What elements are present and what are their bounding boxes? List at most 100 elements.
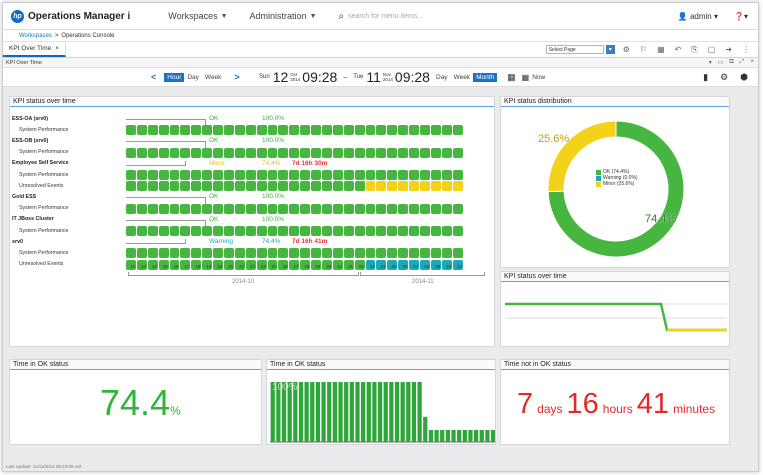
status-cell[interactable]: [158, 170, 169, 180]
status-cell[interactable]: [409, 259, 420, 270]
status-cell[interactable]: [343, 170, 354, 180]
breadcrumb-workspaces[interactable]: Workspaces: [19, 32, 52, 39]
status-cell[interactable]: [289, 147, 300, 158]
status-cell[interactable]: [180, 181, 191, 192]
status-cell[interactable]: [452, 226, 463, 236]
status-cell[interactable]: [365, 203, 376, 214]
ok-bar[interactable]: [281, 382, 287, 442]
status-cell[interactable]: [300, 147, 311, 158]
status-cell[interactable]: [202, 226, 213, 236]
status-cell[interactable]: [213, 181, 224, 192]
status-cell[interactable]: [245, 147, 256, 158]
status-cell[interactable]: [398, 259, 409, 270]
dropdown-icon[interactable]: ▾: [708, 60, 712, 66]
status-cell[interactable]: [441, 203, 452, 214]
status-cell[interactable]: [234, 170, 245, 180]
end-day[interactable]: 11: [366, 69, 381, 85]
status-cell[interactable]: [126, 248, 136, 259]
status-cell[interactable]: [180, 226, 191, 236]
status-cell[interactable]: [191, 170, 202, 180]
status-cell[interactable]: [300, 181, 311, 192]
status-cell[interactable]: [441, 181, 452, 192]
status-cell[interactable]: [289, 125, 300, 136]
ci-row[interactable]: ESS-OA (srv0): [12, 113, 95, 124]
status-cell[interactable]: [354, 170, 365, 180]
status-cell[interactable]: [398, 147, 409, 158]
ok-bar[interactable]: [440, 430, 445, 442]
status-cell[interactable]: [332, 147, 343, 158]
status-cell[interactable]: [322, 181, 332, 192]
ok-bar[interactable]: [406, 382, 411, 442]
kpi-row[interactable]: System Performance: [12, 124, 95, 135]
status-cell[interactable]: [420, 203, 430, 214]
status-cell[interactable]: [387, 248, 398, 259]
kpi-row[interactable]: System Performance: [12, 169, 95, 180]
status-cell[interactable]: [191, 181, 202, 192]
ok-bar[interactable]: [332, 382, 337, 442]
start-day[interactable]: 12: [272, 69, 289, 85]
status-cell[interactable]: [322, 248, 332, 259]
status-cell[interactable]: [278, 248, 289, 259]
status-cell[interactable]: [322, 170, 332, 180]
status-cell[interactable]: [191, 125, 202, 136]
ok-bar[interactable]: [400, 382, 405, 442]
kpi-row[interactable]: System Performance: [12, 203, 95, 214]
status-cell[interactable]: [452, 248, 463, 259]
status-cell[interactable]: [365, 125, 376, 136]
status-cell[interactable]: [234, 259, 245, 270]
status-cell[interactable]: [169, 125, 180, 136]
ok-bar[interactable]: [287, 382, 292, 442]
status-cell[interactable]: [256, 259, 267, 270]
status-cell[interactable]: [136, 259, 147, 270]
status-cell[interactable]: [430, 147, 441, 158]
status-cell[interactable]: [332, 203, 343, 214]
status-cell[interactable]: [267, 147, 278, 158]
granularity-day[interactable]: Day: [187, 73, 199, 81]
status-cell[interactable]: [343, 203, 354, 214]
ok-bar[interactable]: [315, 382, 321, 442]
status-cell[interactable]: [278, 203, 289, 214]
ok-bar[interactable]: [344, 382, 349, 442]
status-cell[interactable]: [202, 203, 213, 214]
status-cell[interactable]: [245, 259, 256, 270]
status-cell[interactable]: [256, 226, 267, 236]
status-cell[interactable]: [322, 259, 332, 270]
status-cell[interactable]: [256, 170, 267, 180]
status-cell[interactable]: [420, 147, 430, 158]
status-cell[interactable]: [147, 181, 158, 192]
status-cell[interactable]: [311, 147, 322, 158]
status-cell[interactable]: [245, 203, 256, 214]
ok-bar[interactable]: [428, 430, 434, 442]
status-cell[interactable]: [126, 147, 136, 158]
status-cell[interactable]: [191, 147, 202, 158]
status-cell[interactable]: [234, 125, 245, 136]
status-cell[interactable]: [430, 259, 441, 270]
status-cell[interactable]: [332, 259, 343, 270]
status-cell[interactable]: [365, 248, 376, 259]
status-cell[interactable]: [147, 170, 158, 180]
status-cell[interactable]: [409, 226, 420, 236]
ci-row[interactable]: ESS-OB (srv0): [12, 135, 95, 146]
status-cell[interactable]: [224, 248, 234, 259]
status-cell[interactable]: [398, 125, 409, 136]
donut-slice-ok[interactable]: [547, 120, 685, 258]
status-cell[interactable]: [180, 147, 191, 158]
status-cell[interactable]: [191, 226, 202, 236]
status-cell[interactable]: [126, 226, 136, 236]
share-icon[interactable]: ➜: [725, 44, 732, 54]
status-cell[interactable]: [136, 147, 147, 158]
status-cell[interactable]: [136, 226, 147, 236]
status-cell[interactable]: [332, 226, 343, 236]
status-cell[interactable]: [267, 226, 278, 236]
status-cell[interactable]: [158, 203, 169, 214]
status-cell[interactable]: [245, 181, 256, 192]
status-cell[interactable]: [311, 125, 322, 136]
status-cell[interactable]: [147, 147, 158, 158]
status-cell[interactable]: [409, 170, 420, 180]
status-cell[interactable]: [169, 147, 180, 158]
end-time[interactable]: 09:28: [394, 69, 430, 85]
status-cell[interactable]: [441, 125, 452, 136]
status-cell[interactable]: [289, 181, 300, 192]
start-time[interactable]: 09:28: [302, 69, 338, 85]
status-cell[interactable]: [234, 147, 245, 158]
